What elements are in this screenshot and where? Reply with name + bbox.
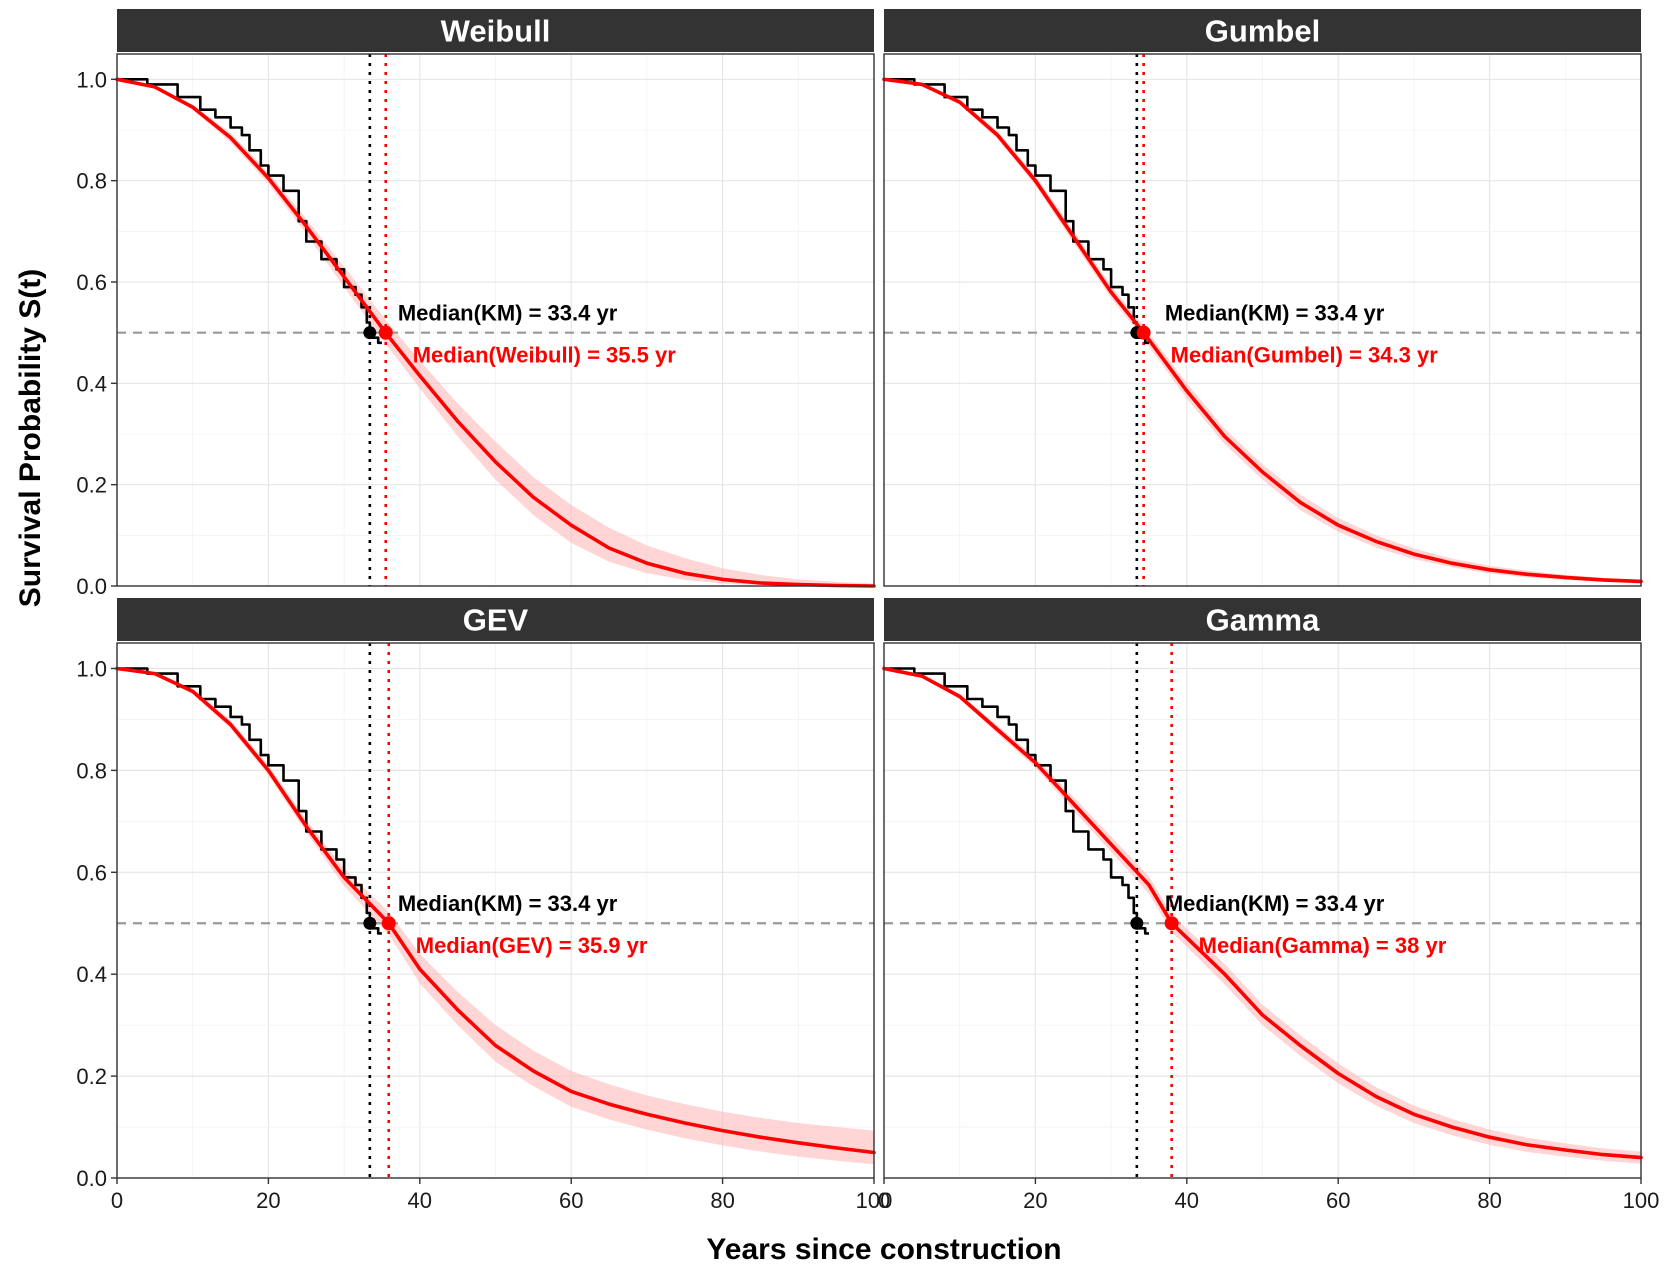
fit-median-point [378,325,393,340]
fit-median-point [1164,916,1179,931]
facet-strip [884,598,1641,641]
facet-strip [884,9,1641,52]
fit-median-point [1136,325,1151,340]
y-tick-label: 1.0 [76,67,107,92]
y-tick-label: 0.6 [76,270,107,295]
y-tick-label: 0.6 [76,860,107,885]
y-tick-label: 0.4 [76,371,107,396]
panel-weibull: Median(KM) = 33.4 yr Median(Weibull) = 35… [76,9,876,599]
panel-border [116,53,875,587]
y-tick-label: 0.4 [76,962,107,987]
y-tick-label: 0.0 [76,574,107,599]
panel-gev: Median(KM) = 33.4 yr Median(GEV) = 35.9 y… [76,598,892,1213]
km-step-curve [884,667,1149,935]
x-tick-label: 0 [111,1188,123,1213]
km-median-point [363,916,377,930]
fit-median-point [381,916,396,931]
fit-median-label: Median(Gumbel) = 34.3 yr [1171,343,1439,368]
x-tick-label: 20 [256,1188,280,1213]
km-median-label: Median(KM) = 33.4 yr [398,301,618,326]
x-tick-label: 60 [1326,1188,1350,1213]
fitted-survival-curve [115,666,876,1155]
y-tick-label: 0.2 [76,1064,107,1089]
x-tick-label: 100 [1623,1188,1660,1213]
facet-strip-title: GEV [463,603,529,638]
fitted-survival-curve [882,77,1643,584]
y-axis-title: Survival Probability S(t) [14,269,47,607]
x-tick-label: 0 [878,1188,890,1213]
km-median-label: Median(KM) = 33.4 yr [398,891,618,916]
km-step-curve [884,78,1149,345]
fit-median-label: Median(Gamma) = 38 yr [1199,933,1447,958]
km-step-curve [117,78,382,345]
km-median-point [363,326,377,340]
panel-border [116,642,875,1179]
y-tick-label: 0.8 [76,169,107,194]
x-tick-label: 100 [856,1188,893,1213]
fit-median-label: Median(Weibull) = 35.5 yr [413,343,676,368]
y-tick-label: 1.0 [76,656,107,681]
x-tick-label: 60 [559,1188,583,1213]
panel-gamma: Median(KM) = 33.4 yr Median(Gamma) = 38 y… [878,598,1659,1213]
panel-gumbel: Median(KM) = 33.4 yr Median(Gumbel) = 34.… [882,9,1643,587]
facet-strip-title: Weibull [441,14,551,49]
facet-strip [117,598,874,641]
y-tick-label: 0.8 [76,758,107,783]
x-axis-title: Years since construction [706,1233,1061,1266]
x-tick-label: 40 [408,1188,432,1213]
y-tick-label: 0.2 [76,473,107,498]
km-median-label: Median(KM) = 33.4 yr [1165,301,1385,326]
x-tick-label: 80 [1477,1188,1501,1213]
facet-strip-title: Gumbel [1205,14,1320,49]
panel-border [883,642,1642,1179]
x-tick-label: 80 [710,1188,734,1213]
facet-strip [117,9,874,52]
fitted-survival-curve [882,666,1643,1160]
fit-median-label: Median(GEV) = 35.9 yr [416,933,648,958]
panels-layer: Median(KM) = 33.4 yr Median(Weibull) = 35… [76,9,1659,1213]
facet-strip-title: Gamma [1206,603,1320,638]
x-tick-label: 40 [1175,1188,1199,1213]
km-median-label: Median(KM) = 33.4 yr [1165,891,1385,916]
x-tick-label: 20 [1023,1188,1047,1213]
panel-border [883,53,1642,587]
y-tick-label: 0.0 [76,1166,107,1191]
km-median-point [1130,916,1144,930]
fitted-survival-curve [115,77,876,588]
